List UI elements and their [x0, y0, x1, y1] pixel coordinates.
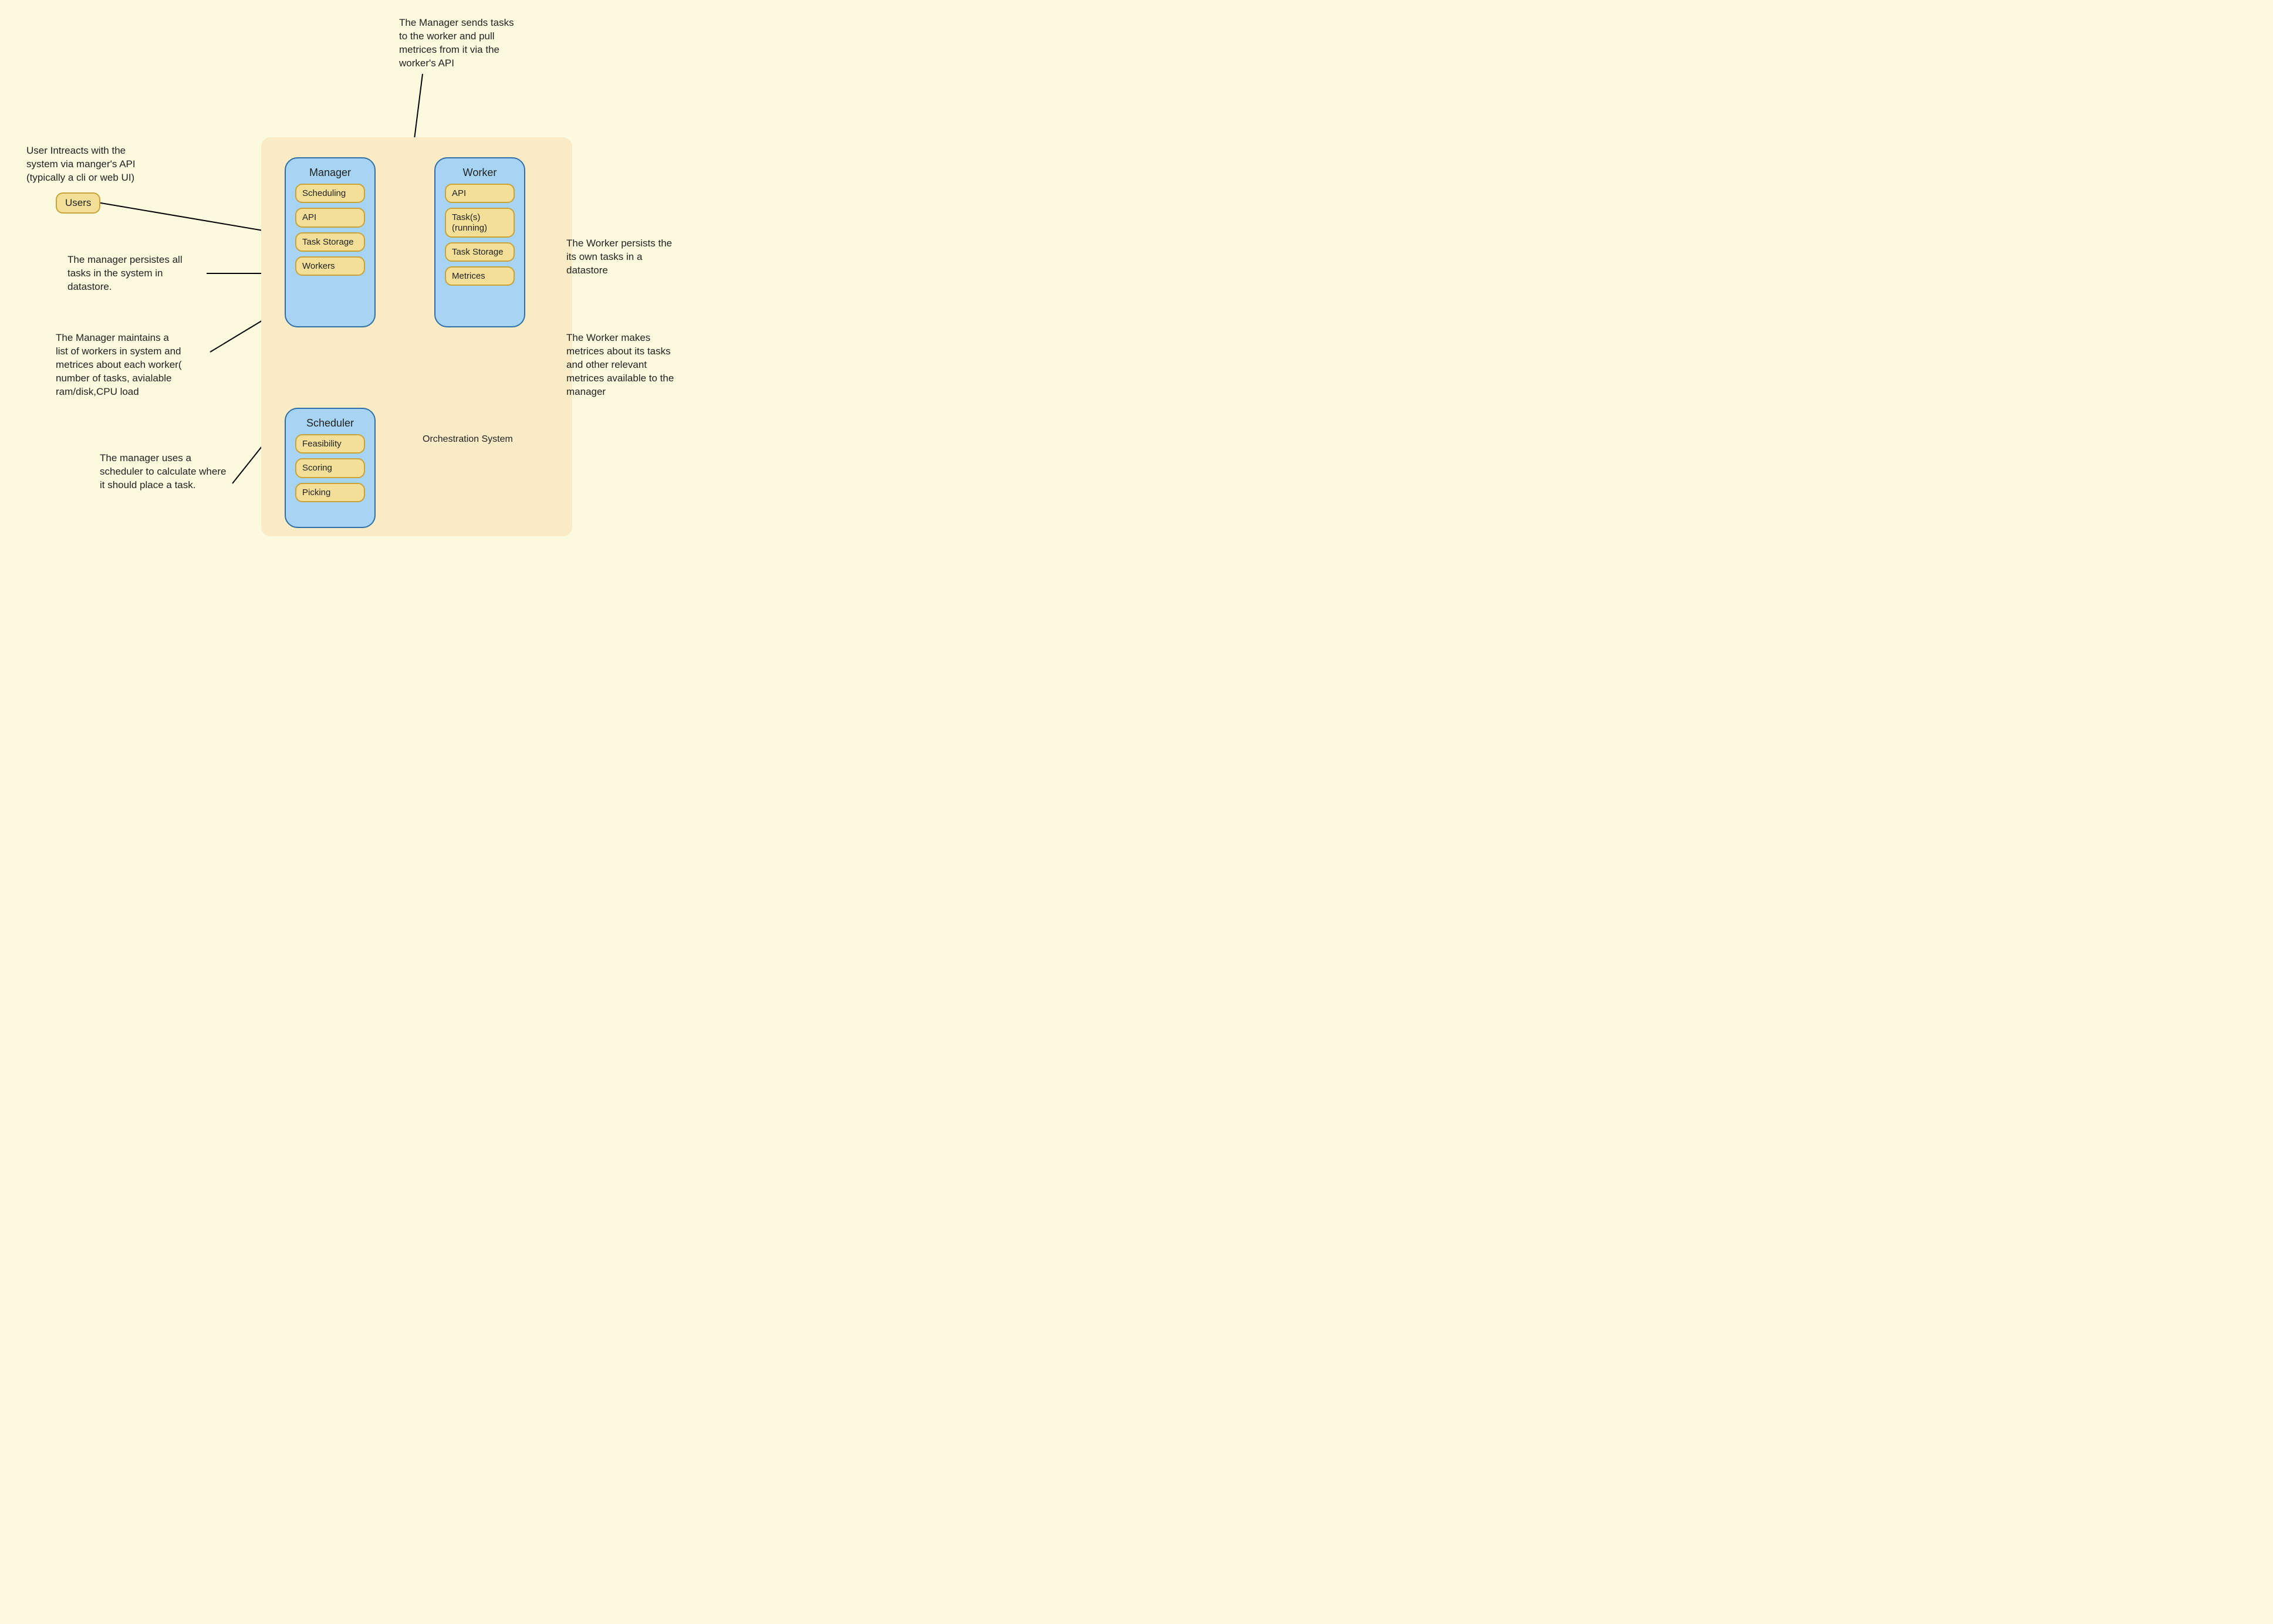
note-worker-metrices: The Worker makes metrices about its task…	[566, 331, 719, 399]
note-worker-persists: The Worker persists the its own tasks in…	[566, 237, 713, 278]
worker-metrices-box: Metrices	[445, 266, 515, 286]
orchestration-system-label: Orchestration System	[423, 434, 513, 445]
diagram-canvas: Manager Scheduling API Task Storage Work…	[0, 0, 758, 542]
note-manager-sends-tasks: The Manager sends tasks to the worker an…	[399, 16, 546, 70]
worker-tasks-running-box: Task(s) (running)	[445, 208, 515, 238]
note-manager-maintains: The Manager maintains a list of workers …	[56, 331, 232, 399]
manager-title: Manager	[293, 167, 367, 179]
manager-component: Manager Scheduling API Task Storage Work…	[285, 157, 376, 327]
scheduler-feasibility-box: Feasibility	[295, 434, 365, 454]
worker-task-storage-box: Task Storage	[445, 242, 515, 262]
worker-component: Worker API Task(s) (running) Task Storag…	[434, 157, 525, 327]
scheduler-scoring-box: Scoring	[295, 458, 365, 478]
scheduler-title: Scheduler	[293, 417, 367, 429]
scheduler-picking-box: Picking	[295, 483, 365, 502]
scheduler-component: Scheduler Feasibility Scoring Picking	[285, 408, 376, 528]
note-manager-uses-scheduler: The manager uses a scheduler to calculat…	[100, 452, 270, 492]
manager-api-box: API	[295, 208, 365, 227]
note-manager-persists: The manager persistes all tasks in the s…	[67, 253, 220, 294]
worker-title: Worker	[443, 167, 517, 179]
worker-api-box: API	[445, 184, 515, 203]
manager-task-storage-box: Task Storage	[295, 232, 365, 252]
manager-workers-box: Workers	[295, 256, 365, 276]
note-user-interacts: User Intreacts with the system via mange…	[26, 144, 179, 185]
users-box: Users	[56, 192, 100, 214]
manager-scheduling-box: Scheduling	[295, 184, 365, 203]
